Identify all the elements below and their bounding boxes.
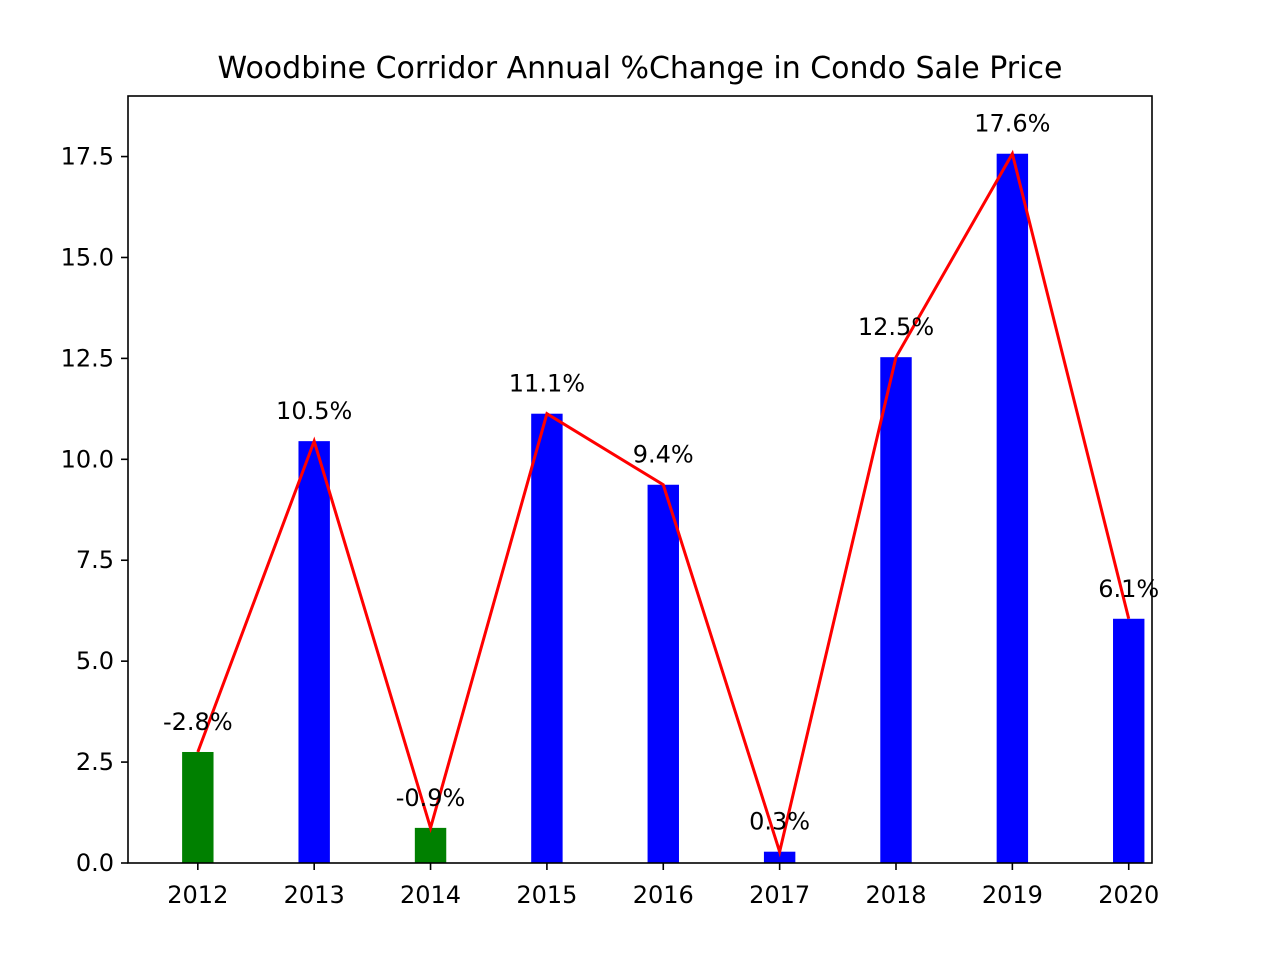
x-tick-label: 2014 bbox=[400, 881, 461, 909]
data-label: 12.5% bbox=[858, 313, 934, 341]
bars-group bbox=[182, 153, 1145, 864]
data-label: -2.8% bbox=[163, 708, 233, 736]
chart-title: Woodbine Corridor Annual %Change in Cond… bbox=[218, 51, 1063, 86]
x-tick-label: 2016 bbox=[633, 881, 694, 909]
y-axis: 0.0 2.5 5.0 7.5 10.0 12.5 15.0 17.5 bbox=[61, 143, 128, 877]
x-tick-label: 2017 bbox=[749, 881, 810, 909]
data-label: -0.9% bbox=[396, 784, 466, 812]
x-axis: 2012 2013 2014 2015 2016 2017 2018 2019 2020 bbox=[167, 863, 1159, 909]
x-tick-label: 2020 bbox=[1098, 881, 1159, 909]
plot-frame bbox=[127, 95, 1153, 864]
y-tick-label: 10.0 bbox=[61, 445, 114, 473]
y-tick-label: 7.5 bbox=[76, 546, 114, 574]
data-label: 10.5% bbox=[276, 397, 352, 425]
bar bbox=[647, 484, 679, 863]
trend-line bbox=[196, 149, 1131, 858]
trend-line-group bbox=[196, 149, 1131, 858]
data-label: 0.3% bbox=[749, 808, 810, 836]
x-tick-label: 2018 bbox=[865, 881, 926, 909]
x-tick-label: 2015 bbox=[516, 881, 577, 909]
data-labels-group: -2.8% 10.5% -0.9% 11.1% 9.4% 0.3% 12.5% 17.6% 6.… bbox=[163, 110, 1159, 836]
x-tick-label: 2012 bbox=[167, 881, 228, 909]
data-label: 6.1% bbox=[1098, 575, 1159, 603]
y-tick-label: 17.5 bbox=[61, 143, 114, 171]
y-tick-label: 15.0 bbox=[61, 243, 114, 271]
y-tick-label: 2.5 bbox=[76, 748, 114, 776]
y-tick-label: 12.5 bbox=[61, 344, 114, 372]
data-label: 17.6% bbox=[974, 110, 1050, 138]
bar bbox=[880, 357, 912, 863]
data-label: 9.4% bbox=[633, 441, 694, 469]
bar bbox=[531, 413, 563, 863]
bar bbox=[298, 441, 330, 863]
y-tick-label: 0.0 bbox=[76, 849, 114, 877]
bar bbox=[763, 851, 796, 863]
bar bbox=[1113, 618, 1145, 863]
bar bbox=[996, 153, 1029, 864]
y-tick-label: 5.0 bbox=[76, 647, 114, 675]
bar bbox=[414, 827, 447, 863]
x-tick-label: 2019 bbox=[982, 881, 1043, 909]
data-label: 11.1% bbox=[509, 370, 585, 398]
x-tick-label: 2013 bbox=[284, 881, 345, 909]
bar bbox=[182, 751, 214, 863]
